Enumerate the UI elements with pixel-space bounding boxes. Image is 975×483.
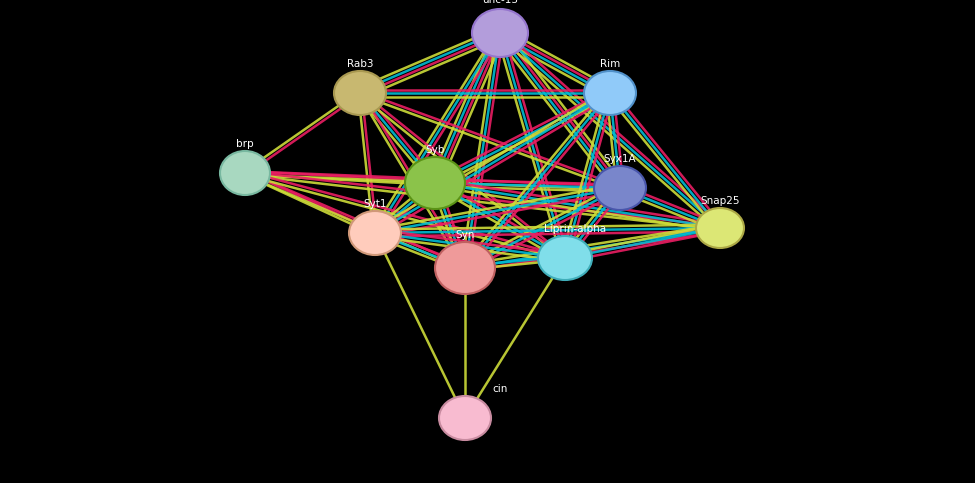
Ellipse shape	[696, 208, 744, 248]
Ellipse shape	[538, 236, 592, 280]
Text: Syt1: Syt1	[364, 199, 387, 209]
Ellipse shape	[435, 242, 495, 294]
Text: Liprin-alpha: Liprin-alpha	[544, 224, 606, 234]
Text: Snap25: Snap25	[700, 196, 740, 206]
Ellipse shape	[405, 157, 465, 209]
Ellipse shape	[349, 211, 401, 255]
Text: Syb: Syb	[425, 145, 445, 155]
Ellipse shape	[439, 396, 491, 440]
Ellipse shape	[220, 151, 270, 195]
Text: Rim: Rim	[600, 59, 620, 69]
Text: unc-13: unc-13	[482, 0, 518, 5]
Ellipse shape	[472, 9, 528, 57]
Text: Syx1A: Syx1A	[604, 154, 637, 164]
Text: Rab3: Rab3	[347, 59, 373, 69]
Ellipse shape	[584, 71, 636, 115]
Ellipse shape	[334, 71, 386, 115]
Text: cin: cin	[492, 384, 508, 394]
Ellipse shape	[594, 166, 646, 210]
Text: Syn: Syn	[455, 230, 475, 240]
Text: brp: brp	[236, 139, 254, 149]
